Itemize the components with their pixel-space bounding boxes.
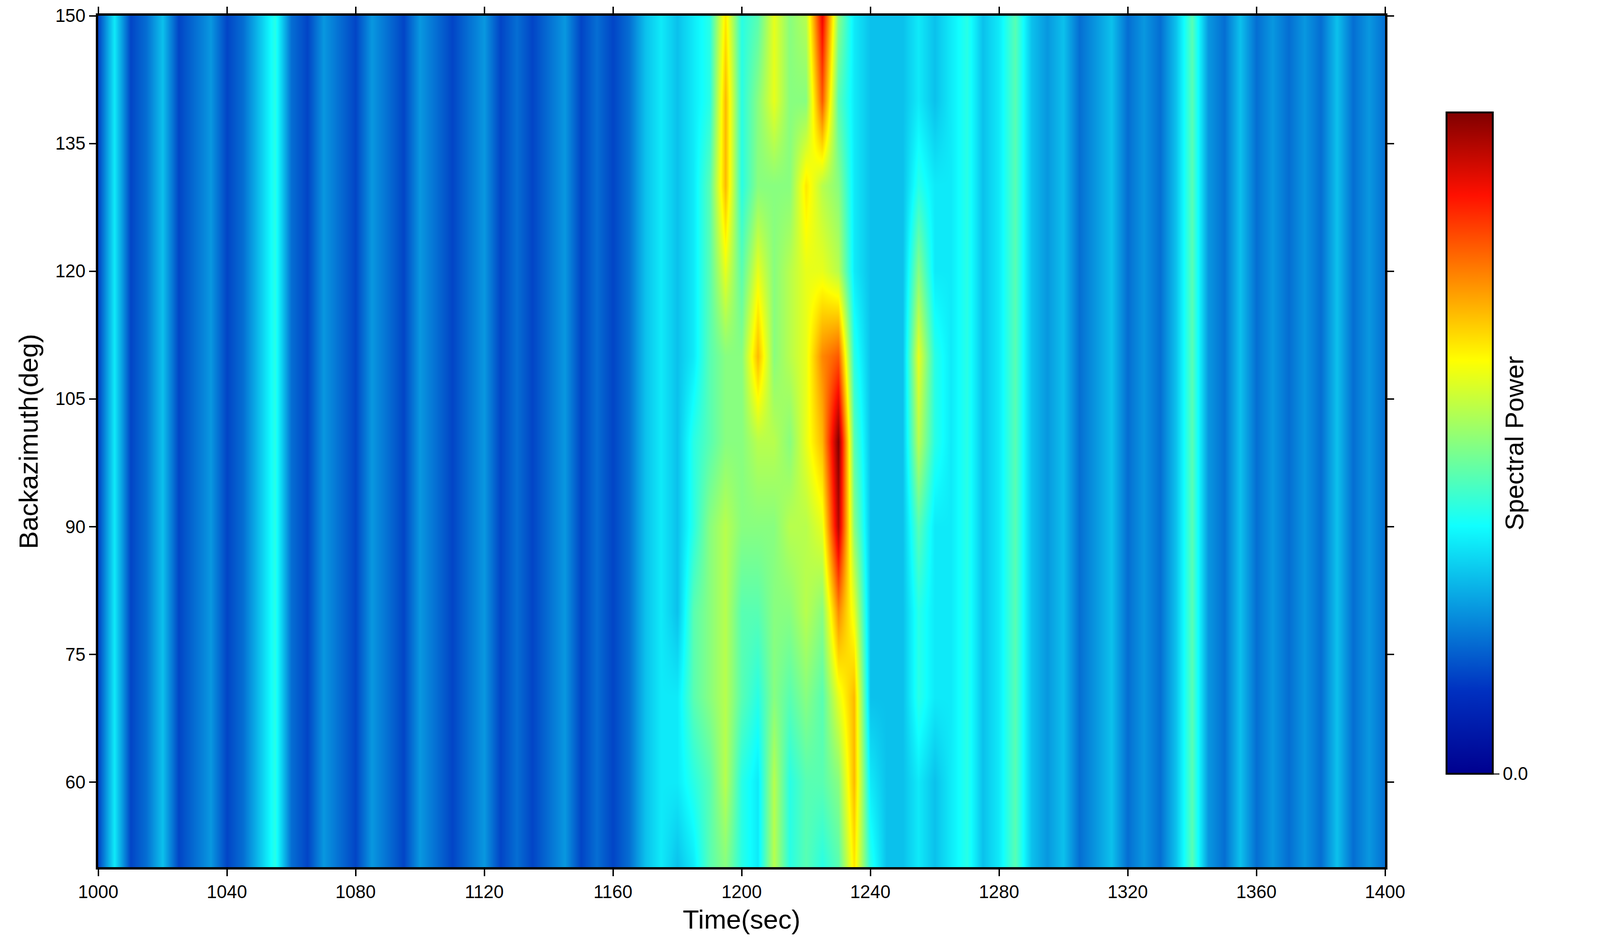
svg-text:150: 150 — [55, 5, 86, 26]
svg-text:1320: 1320 — [1107, 882, 1149, 903]
svg-text:1080: 1080 — [335, 882, 377, 903]
svg-text:1360: 1360 — [1236, 882, 1277, 903]
svg-text:1120: 1120 — [464, 882, 504, 903]
svg-text:1160: 1160 — [593, 882, 633, 903]
svg-text:75: 75 — [65, 644, 86, 665]
svg-text:1200: 1200 — [721, 882, 763, 903]
svg-text:105: 105 — [55, 388, 86, 409]
svg-text:Backazimuth(deg): Backazimuth(deg) — [13, 334, 44, 550]
svg-text:Time(sec): Time(sec) — [682, 904, 801, 935]
svg-text:1400: 1400 — [1365, 882, 1406, 903]
svg-text:1040: 1040 — [206, 882, 248, 903]
svg-text:120: 120 — [55, 261, 86, 282]
svg-text:60: 60 — [65, 772, 86, 793]
svg-text:1280: 1280 — [978, 882, 1020, 903]
svg-text:1000: 1000 — [78, 882, 119, 903]
svg-text:1240: 1240 — [850, 882, 891, 903]
svg-text:0.0: 0.0 — [1502, 764, 1529, 785]
svg-text:90: 90 — [65, 517, 86, 538]
svg-text:135: 135 — [55, 133, 86, 154]
svg-text:Spectral Power: Spectral Power — [1499, 356, 1529, 531]
